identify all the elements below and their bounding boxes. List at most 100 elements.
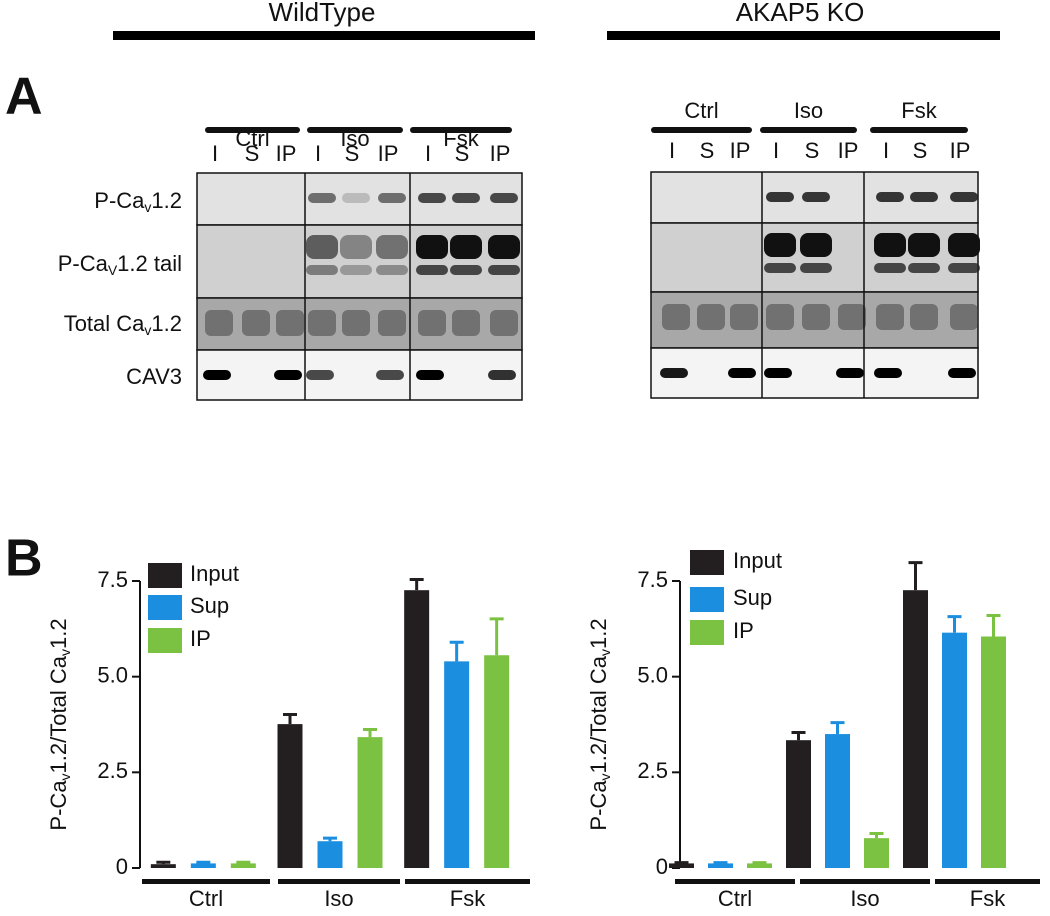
error-bar bbox=[830, 721, 845, 735]
blot-band bbox=[662, 304, 690, 330]
error-bar bbox=[713, 861, 728, 865]
bar bbox=[404, 590, 430, 868]
error-bar bbox=[196, 860, 211, 864]
x-tick-label: Iso bbox=[324, 886, 353, 911]
blot-band bbox=[950, 192, 978, 202]
text-part: 1.2 bbox=[151, 311, 182, 336]
blot-band bbox=[308, 310, 336, 336]
lane-label: S bbox=[455, 141, 470, 166]
blot-band bbox=[836, 368, 864, 378]
condition-label: Iso bbox=[794, 98, 823, 123]
blot-band bbox=[874, 263, 906, 273]
text-part: 1.2 tail bbox=[117, 251, 182, 276]
legend-label: Input bbox=[733, 548, 782, 573]
blot-band bbox=[697, 304, 725, 330]
condition-bar bbox=[870, 127, 968, 133]
blot-band bbox=[802, 192, 830, 202]
legend-swatch bbox=[148, 595, 182, 620]
legend-label: Sup bbox=[190, 593, 229, 618]
error-bar bbox=[449, 640, 464, 662]
blot-panel bbox=[196, 349, 523, 401]
y-tick-label: 2.5 bbox=[637, 758, 668, 783]
condition-label: Ctrl bbox=[684, 98, 718, 123]
blot-band bbox=[766, 304, 794, 330]
error-bar bbox=[323, 836, 337, 842]
bar bbox=[981, 636, 1006, 868]
x-tick-label: Ctrl bbox=[718, 886, 752, 911]
error-bar bbox=[908, 561, 923, 591]
blot-band bbox=[418, 193, 446, 203]
lane-label: I bbox=[883, 138, 889, 163]
subscript: v bbox=[144, 322, 151, 338]
blot-band bbox=[378, 310, 406, 336]
bar bbox=[484, 655, 510, 868]
bar bbox=[903, 590, 928, 868]
bar bbox=[357, 737, 383, 868]
lane-label: IP bbox=[378, 141, 399, 166]
category-bar bbox=[278, 879, 400, 884]
panel-label: A bbox=[5, 68, 43, 126]
blot-band bbox=[203, 370, 231, 380]
lane-label: IP bbox=[950, 138, 971, 163]
label: P-Cav1.2/Total Cav1.2 bbox=[586, 618, 613, 830]
x-tick-label: Ctrl bbox=[189, 886, 223, 911]
blot-band bbox=[660, 368, 688, 378]
blot-band bbox=[274, 370, 302, 380]
error-bar bbox=[363, 727, 377, 738]
legend-swatch bbox=[690, 587, 724, 612]
subscript: v bbox=[144, 199, 151, 215]
blot-band bbox=[948, 233, 980, 257]
subscript: v bbox=[597, 773, 613, 780]
error-bar bbox=[752, 861, 767, 865]
text-part: P-Ca bbox=[46, 780, 71, 831]
blot-band bbox=[306, 370, 334, 380]
blot-band bbox=[728, 368, 756, 378]
lane-label: S bbox=[913, 138, 928, 163]
bar bbox=[864, 838, 889, 868]
label: P-Cav1.2 bbox=[94, 188, 182, 215]
blot-band bbox=[874, 368, 902, 378]
header: AKAP5 KO bbox=[736, 0, 865, 27]
label: CAV3 bbox=[126, 364, 182, 389]
subscript: V bbox=[108, 262, 118, 278]
header-bar bbox=[607, 31, 1000, 40]
condition-label: Fsk bbox=[901, 98, 937, 123]
bar bbox=[277, 724, 303, 868]
bar bbox=[190, 863, 216, 868]
subscript: v bbox=[597, 649, 613, 656]
bar bbox=[708, 863, 733, 868]
blot-band bbox=[876, 192, 904, 202]
legend-label: IP bbox=[190, 626, 211, 651]
lane-label: S bbox=[805, 138, 820, 163]
lane-label: S bbox=[245, 141, 260, 166]
y-tick-label: 5.0 bbox=[97, 662, 128, 687]
text-part: CAV3 bbox=[126, 364, 182, 389]
bar bbox=[825, 734, 850, 868]
blot-band bbox=[205, 310, 233, 336]
bar bbox=[317, 841, 343, 868]
blot-band bbox=[838, 304, 866, 330]
blot-band bbox=[488, 370, 516, 380]
lane-label: I bbox=[669, 138, 675, 163]
blot-band bbox=[452, 193, 480, 203]
bar bbox=[444, 661, 470, 868]
text-part: 1.2 bbox=[46, 618, 71, 649]
bar bbox=[786, 740, 811, 868]
legend-swatch bbox=[148, 628, 182, 653]
blot-band bbox=[908, 233, 940, 257]
error-bar bbox=[283, 713, 297, 725]
blot-band bbox=[874, 233, 906, 257]
blot-band bbox=[730, 304, 758, 330]
y-tick-label: 7.5 bbox=[637, 567, 668, 592]
legend-swatch bbox=[690, 620, 724, 645]
blot-band bbox=[766, 192, 794, 202]
blot-band bbox=[950, 304, 978, 330]
blot-band bbox=[416, 265, 448, 275]
blot-band bbox=[910, 304, 938, 330]
lane-label: S bbox=[700, 138, 715, 163]
text-part: 1.2/Total Ca bbox=[46, 655, 71, 773]
blot-band bbox=[306, 235, 338, 259]
panel-label: B bbox=[5, 530, 43, 588]
blot-band bbox=[908, 263, 940, 273]
category-bar bbox=[800, 879, 930, 884]
